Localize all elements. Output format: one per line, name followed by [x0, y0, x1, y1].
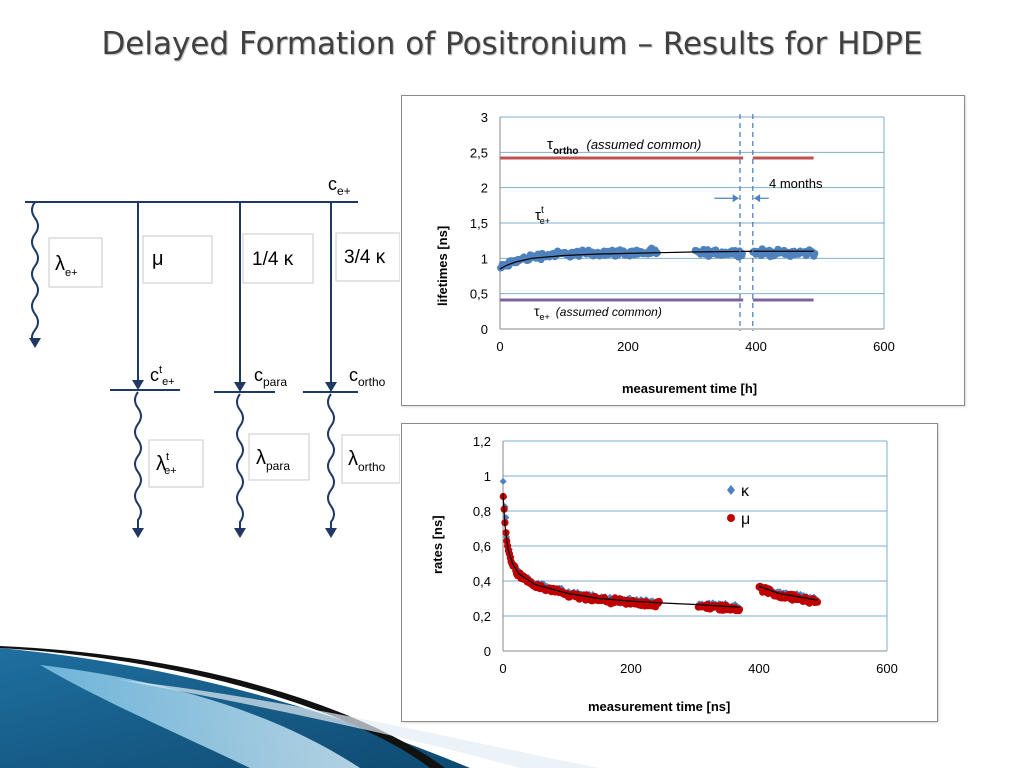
- legend-marker-mu: [727, 514, 735, 522]
- lifetimes-chart: 0 0,5 1 1,5 2 2,5 3 0 200 400 600 measurement time…: [435, 110, 895, 396]
- arrowhead-e: [29, 338, 41, 348]
- gap-annotation: 4 months: [769, 176, 823, 191]
- slide-title: Delayed Formation of Positronium – Resul…: [101, 26, 923, 62]
- arrowhead-decay-e-trapped: [132, 528, 144, 538]
- kappa-point: [499, 477, 507, 485]
- gap-arrowhead-left: [732, 194, 739, 203]
- y-tick-label: 2: [481, 181, 488, 196]
- x-tick-label: 400: [748, 661, 770, 676]
- rates-chart: 0 0,2 0,4 0,6 0,8 1 1,2 0 200 400 600 measurement …: [430, 434, 898, 714]
- box-lambda-para-text: λpara: [256, 447, 290, 473]
- x-tick-label: 600: [876, 661, 898, 676]
- entry-label-main: c: [328, 174, 337, 194]
- y-tick-label: 1: [481, 251, 488, 266]
- rate-fit-curve: [502, 493, 660, 604]
- lifetime-fit-curve: [499, 250, 814, 270]
- box-lambda-ortho: [341, 434, 400, 484]
- x-tick-label: 600: [873, 339, 895, 354]
- legend-label-mu: μ: [741, 511, 750, 528]
- tau-ortho-annotation: τortho (assumed common): [547, 136, 701, 157]
- box-lambda-para: [248, 433, 310, 481]
- state-label-e-trapped: cte+: [150, 364, 175, 388]
- rates-chart-panel: 0 0,2 0,4 0,6 0,8 1 1,2 0 200 400 600 measurement …: [401, 423, 938, 722]
- box-lambda-e-trapped-text: λt e+: [156, 451, 177, 477]
- gap-arrowhead-right: [754, 194, 761, 203]
- arrowhead-decay-ortho: [325, 528, 337, 538]
- box-lambda-e: [48, 237, 103, 288]
- mu-point: [655, 597, 663, 606]
- entry-label: ce+: [328, 174, 351, 198]
- rate-fit-bridge: [659, 602, 699, 606]
- rate-fit-curve: [758, 585, 818, 601]
- box-mu: [142, 235, 213, 284]
- rates-x-axis-label: measurement time [ns]: [588, 699, 730, 714]
- y-tick-label: 1: [484, 469, 491, 484]
- y-tick-label: 0,8: [473, 504, 491, 519]
- rates-y-axis-label: rates [ns]: [430, 515, 445, 574]
- box-lambda-e-trapped: [148, 439, 204, 488]
- x-tick-label: 200: [617, 339, 639, 354]
- wavy-decay-e: [31, 201, 39, 344]
- gap-annotation-text: 4 months: [769, 176, 823, 191]
- entry-label-sub: e+: [337, 184, 351, 198]
- arrowhead-kappa-three-quarter: [325, 382, 337, 392]
- tau-e-annotation: τe+ (assumed common): [534, 303, 662, 322]
- decay-scheme-diagram: ce+ λe+ μ 1/4 κ 3/4 κ cte+ cpara cortho …: [25, 174, 400, 538]
- state-label-para: cpara: [254, 365, 287, 389]
- rates-legend: κ μ: [727, 483, 750, 528]
- state-label-ortho: cortho: [349, 365, 386, 389]
- lifetimes-chart-panel: 0 0,5 1 1,5 2 2,5 3 0 200 400 600 measurement time…: [401, 95, 965, 406]
- legend-label-kappa: κ: [741, 483, 750, 500]
- y-tick-label: 0: [484, 644, 491, 659]
- y-tick-label: 0: [481, 322, 488, 337]
- arrowhead-mu: [132, 380, 144, 390]
- x-tick-label: 400: [745, 339, 767, 354]
- wavy-decay-para: [236, 393, 244, 530]
- box-lambda-ortho-text: λortho: [348, 448, 386, 474]
- tau-t-annotation: τt e+: [535, 205, 550, 226]
- wavy-decay-ortho: [327, 393, 335, 530]
- y-tick-label: 0,2: [473, 609, 491, 624]
- y-tick-label: 3: [481, 110, 488, 125]
- y-tick-label: 1,5: [470, 216, 488, 231]
- y-tick-label: 0,5: [470, 287, 488, 302]
- x-tick-label: 0: [496, 339, 503, 354]
- box-kappa-three-quarter-text: 3/4 κ: [344, 247, 386, 268]
- x-tick-label: 200: [620, 661, 642, 676]
- box-kappa-quarter: [242, 233, 314, 284]
- y-tick-label: 1,2: [473, 434, 491, 449]
- lifetimes-y-axis-label: lifetimes [ns]: [435, 226, 450, 306]
- y-tick-label: 0,6: [473, 539, 491, 554]
- box-kappa-quarter-text: 1/4 κ: [252, 249, 294, 270]
- legend-marker-kappa: [727, 485, 735, 495]
- y-tick-label: 0,4: [473, 574, 491, 589]
- box-mu-text: μ: [152, 248, 164, 270]
- y-tick-label: 2,5: [470, 145, 488, 160]
- lifetimes-x-axis-label: measurement time [h]: [622, 381, 757, 396]
- arrowhead-decay-para: [234, 528, 246, 538]
- wavy-decay-e-trapped: [134, 391, 142, 530]
- box-lambda-e-text: λe+: [55, 253, 78, 279]
- x-tick-label: 0: [499, 661, 506, 676]
- rate-fit-curve: [698, 604, 740, 608]
- box-kappa-three-quarter: [335, 232, 400, 282]
- arrowhead-kappa-quarter: [234, 382, 246, 392]
